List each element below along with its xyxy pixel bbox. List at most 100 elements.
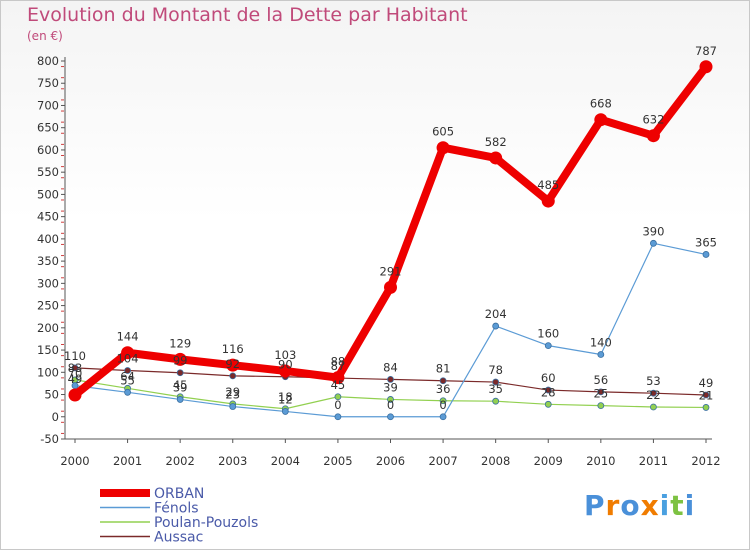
data-label: 88 — [331, 355, 346, 369]
data-point — [71, 364, 79, 372]
chart-title: Evolution du Montant de la Dette par Hab… — [27, 4, 468, 26]
data-label: 70 — [68, 367, 83, 381]
data-label: 21 — [699, 388, 714, 402]
x-tick-label: 2007 — [428, 454, 457, 468]
data-point — [492, 378, 500, 386]
y-tick-label: 450 — [37, 210, 59, 224]
data-point — [646, 129, 660, 143]
data-label: 668 — [590, 97, 612, 111]
data-point — [492, 397, 500, 405]
data-point — [439, 413, 447, 421]
data-label: 22 — [646, 388, 661, 402]
data-point — [387, 376, 394, 383]
data-label: 12 — [278, 392, 293, 406]
data-label: 787 — [695, 44, 717, 58]
data-point — [121, 346, 135, 360]
data-point — [334, 393, 342, 401]
data-point — [176, 396, 184, 403]
data-label: 0 — [334, 398, 341, 412]
legend-label: Fénols — [154, 501, 199, 517]
data-label: 129 — [169, 336, 191, 350]
data-point — [594, 113, 608, 127]
data-point — [650, 403, 657, 411]
data-point — [331, 371, 345, 385]
data-label: 36 — [436, 382, 451, 396]
y-tick-label: 400 — [37, 232, 59, 246]
legend-label: Aussac — [154, 530, 203, 546]
data-label: 87 — [331, 359, 346, 373]
legend-label: ORBAN — [154, 486, 204, 502]
data-point — [541, 194, 555, 208]
data-label: 55 — [120, 373, 135, 387]
data-label: 39 — [173, 380, 188, 394]
y-tick-label: 750 — [37, 76, 59, 90]
data-point — [229, 403, 237, 410]
logo-letter: P — [584, 489, 606, 522]
data-label: 160 — [537, 327, 559, 341]
data-point — [702, 391, 710, 399]
data-label: 365 — [695, 235, 717, 249]
data-label: 64 — [120, 369, 135, 383]
data-point — [176, 369, 184, 377]
y-tick-label: 700 — [37, 98, 59, 112]
data-label: 605 — [432, 125, 454, 139]
data-label: 110 — [64, 349, 86, 363]
data-point — [544, 400, 552, 408]
data-point — [597, 388, 605, 396]
logo-letter: x — [640, 489, 660, 522]
y-tick-label: 800 — [37, 54, 59, 68]
data-point — [124, 388, 131, 396]
data-point — [489, 151, 503, 165]
data-point — [439, 397, 447, 405]
data-label: 35 — [488, 382, 503, 396]
y-tick-label: 100 — [37, 365, 59, 379]
data-label: 0 — [387, 398, 394, 412]
data-label: 18 — [278, 390, 293, 404]
data-point — [492, 322, 500, 330]
data-point — [278, 364, 292, 378]
data-label: 23 — [225, 388, 240, 402]
data-label: 28 — [541, 385, 556, 399]
x-tick-label: 2011 — [639, 454, 668, 468]
data-point — [334, 413, 342, 421]
data-point — [702, 251, 710, 258]
y-tick-label: -50 — [40, 432, 59, 446]
data-label: 485 — [537, 178, 559, 192]
data-point — [387, 396, 394, 403]
data-point — [281, 408, 289, 415]
data-label: 45 — [173, 378, 188, 392]
logo-letter: i — [684, 489, 696, 522]
y-tick-label: 500 — [37, 187, 59, 201]
x-tick-label: 2012 — [691, 454, 720, 468]
data-point — [68, 388, 82, 402]
data-label: 25 — [594, 387, 609, 401]
data-point — [173, 352, 187, 366]
y-tick-label: 650 — [37, 121, 59, 135]
y-tick-label: 200 — [37, 321, 59, 335]
data-label: 144 — [117, 330, 139, 344]
y-tick-label: 50 — [44, 388, 59, 402]
data-point — [439, 377, 447, 385]
data-label: 78 — [488, 363, 503, 377]
data-point — [544, 386, 552, 394]
data-label: 140 — [590, 336, 612, 350]
data-point — [387, 413, 394, 421]
data-point — [226, 358, 240, 372]
x-tick-label: 2003 — [218, 454, 247, 468]
data-point — [436, 141, 450, 155]
data-label: 92 — [225, 357, 240, 371]
x-tick-label: 2000 — [60, 454, 89, 468]
proxiti-logo: Proxiti — [584, 489, 695, 522]
logo-letter: o — [620, 489, 641, 522]
logo-letter: r — [605, 489, 621, 522]
chart-subtitle: (en €) — [27, 29, 63, 43]
legend-label: Poulan-Pouzols — [154, 515, 258, 531]
data-label: 45 — [331, 378, 346, 392]
data-point — [597, 402, 605, 410]
y-tick-label: 250 — [37, 299, 59, 313]
data-point — [702, 404, 710, 411]
logo-letter: i — [659, 489, 671, 522]
data-label: 83 — [68, 361, 83, 375]
x-tick-label: 2004 — [271, 454, 300, 468]
